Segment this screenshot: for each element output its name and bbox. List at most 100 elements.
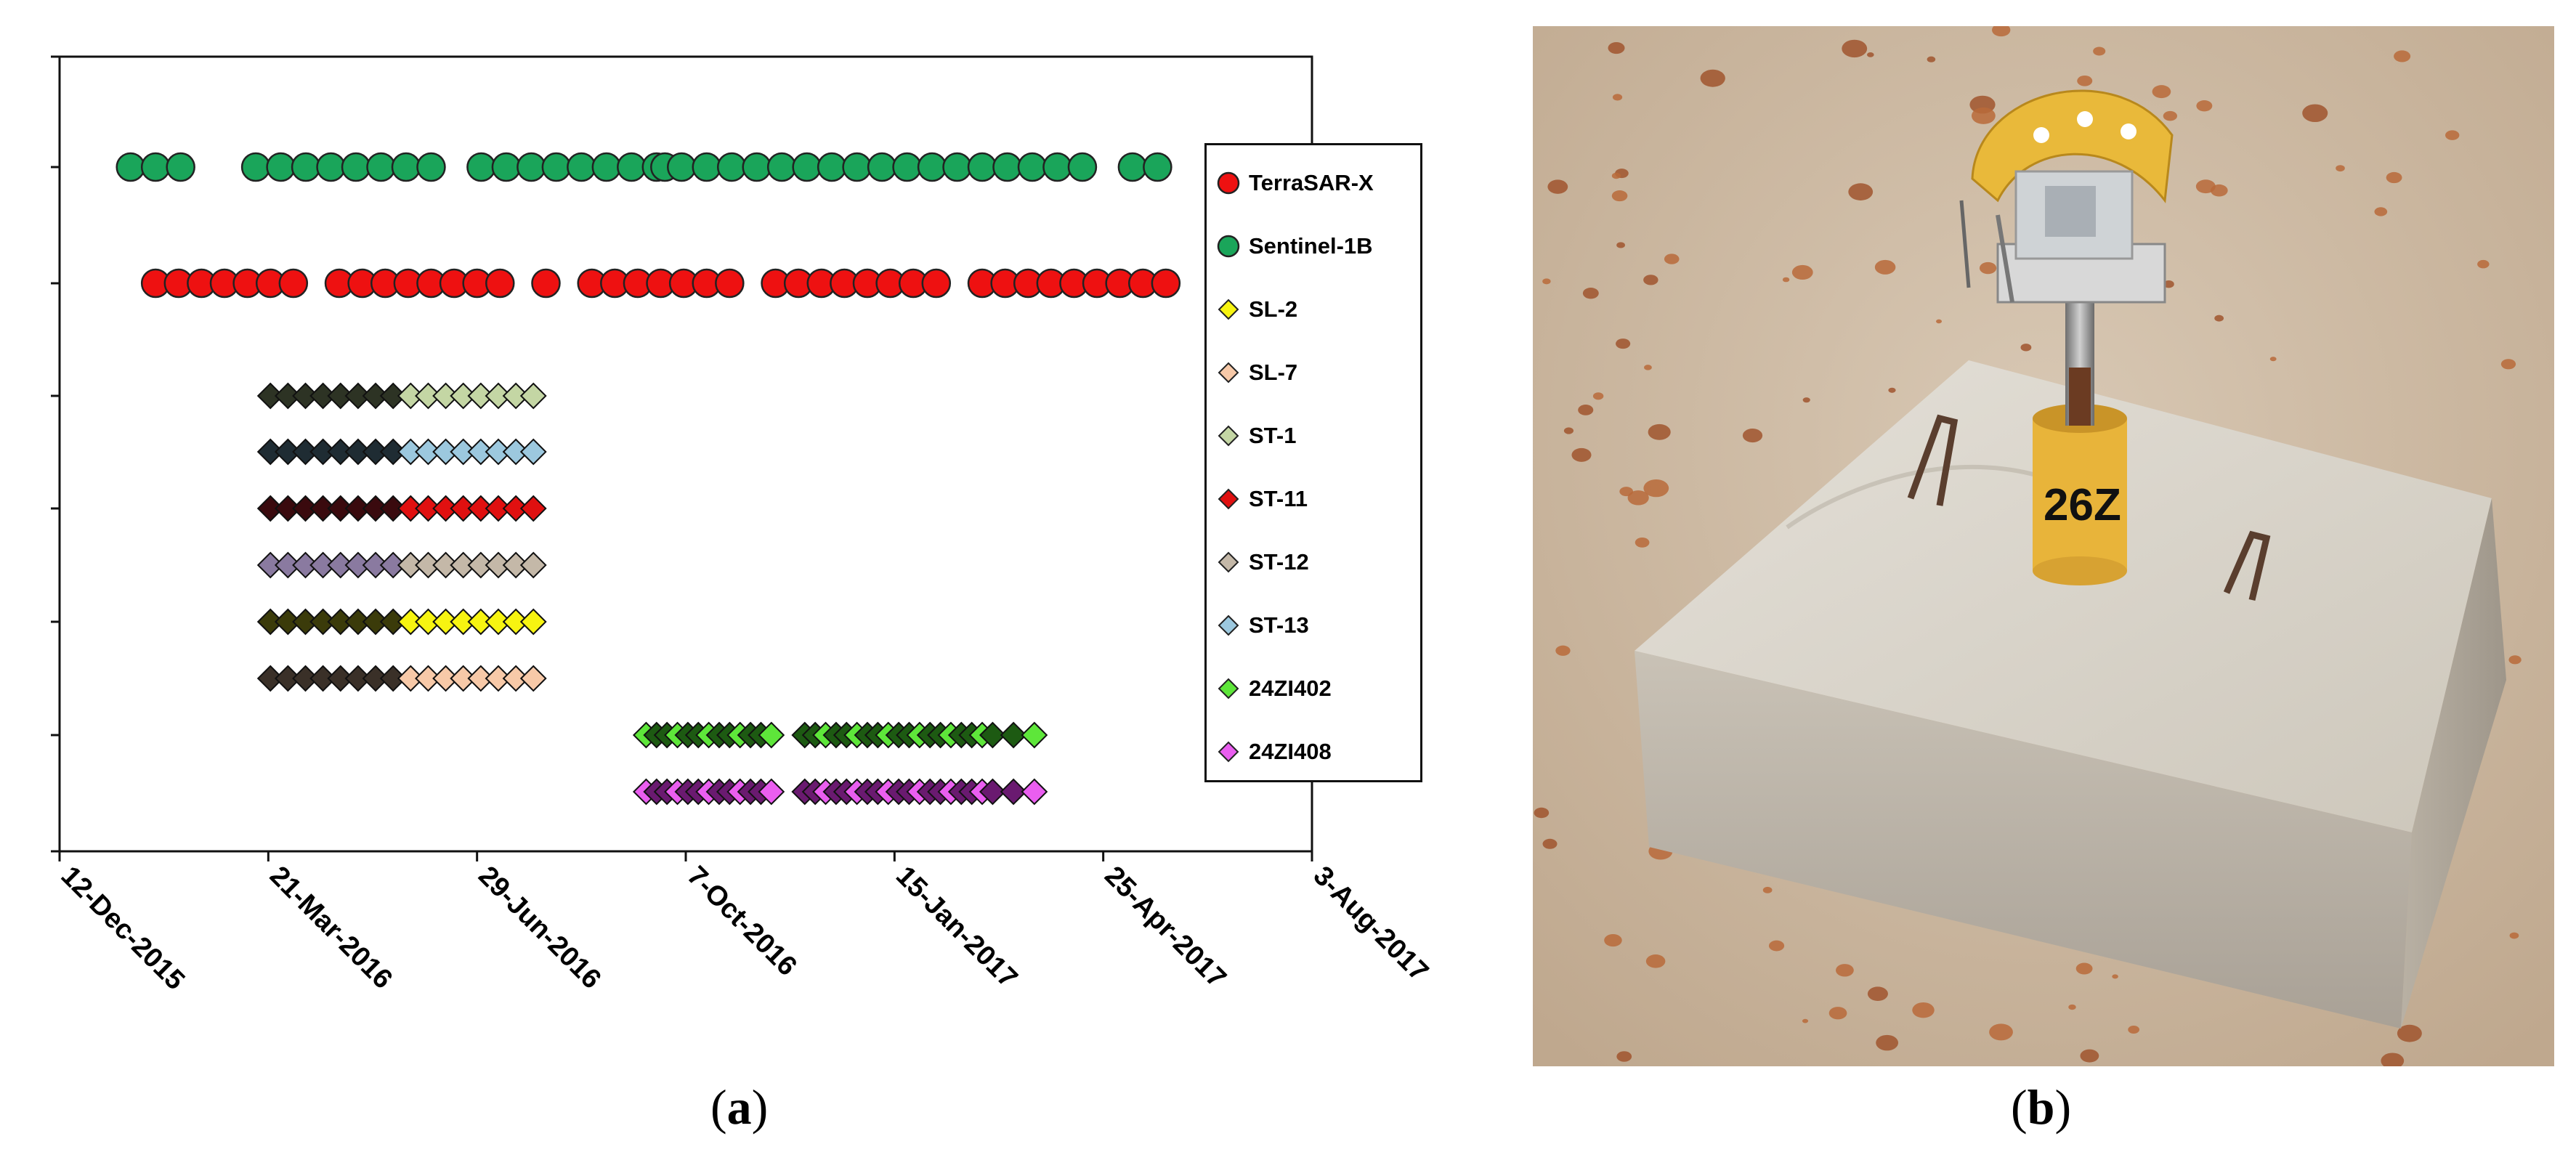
point-st-12 (362, 551, 389, 579)
point-st-13 (450, 438, 477, 466)
panel-a: 12-Dec-2015 21-Mar-2016 29-Jun-2016 7-Oct-2… (51, 55, 1434, 1135)
pebble (1547, 179, 1568, 194)
point-sentinel-1b (341, 152, 371, 182)
point-st-12 (415, 551, 442, 579)
point-st-13 (256, 438, 284, 466)
legend-label: ST-1 (1249, 423, 1297, 448)
point-st-1 (467, 382, 495, 410)
point-sl-7 (344, 665, 372, 692)
pebble (2336, 165, 2345, 172)
point-sentinel-1b (716, 152, 747, 182)
point-st-11 (502, 495, 530, 522)
series-terrasar-x (140, 268, 1181, 299)
legend-label: Sentinel-1B (1249, 233, 1373, 259)
legend-label: TerraSAR-X (1249, 170, 1374, 195)
point-st-11 (274, 495, 301, 522)
point-st-11 (256, 495, 284, 522)
point-st-11 (432, 495, 459, 522)
point-sl-2 (415, 608, 442, 636)
legend-swatch (1212, 420, 1244, 452)
point-st-12 (467, 551, 495, 579)
point-st-12 (327, 551, 355, 579)
legend-marker (1218, 299, 1239, 320)
point-sl-7 (309, 665, 337, 692)
pebble (1979, 261, 1997, 275)
pebble (2077, 75, 2093, 86)
point-sl-2 (397, 608, 424, 636)
point-sentinel-1b (992, 152, 1022, 182)
pebble (2445, 130, 2460, 140)
point-sentinel-1b (166, 152, 195, 182)
x-tick-label: 29-Jun-2016 (472, 861, 607, 995)
point-st-11 (362, 495, 389, 522)
point-sentinel-1b (366, 152, 396, 182)
pebble (1582, 288, 1599, 299)
point-sl-2 (327, 608, 355, 636)
legend-marker (1218, 741, 1239, 763)
pebble (1611, 190, 1628, 202)
pebble (1867, 986, 1888, 1001)
pebble (1936, 319, 1943, 324)
pebble (1802, 397, 1810, 403)
pebble (2128, 1026, 2140, 1034)
pebble (2381, 1053, 2405, 1066)
point-sl-2 (485, 608, 512, 636)
point-sentinel-1b (742, 152, 771, 182)
pebble (1563, 427, 1574, 434)
point-st-11 (450, 495, 477, 522)
series-st-13 (256, 438, 547, 466)
point-sl-7 (415, 665, 442, 692)
pebble (2214, 315, 2224, 322)
legend-label: SL-7 (1249, 360, 1298, 385)
pebble (1608, 42, 1625, 54)
reflector-shell (1971, 89, 2174, 203)
series-sl-2 (256, 608, 547, 636)
pebble (1866, 52, 1874, 57)
point-terrasar-x (921, 268, 952, 299)
pebble (1802, 1018, 1809, 1023)
legend-label: 24ZI408 (1249, 739, 1332, 764)
point-24zi408 (1021, 778, 1048, 806)
pebble (1612, 94, 1623, 101)
pebble (2068, 1004, 2076, 1010)
point-sl-2 (274, 608, 301, 636)
marker-cylinder (2033, 418, 2127, 571)
point-24zi408 (758, 778, 785, 806)
legend-marker (1217, 235, 1240, 258)
point-sentinel-1b (567, 152, 596, 182)
pebble (1876, 1034, 1899, 1051)
point-st-1 (397, 382, 424, 410)
point-sentinel-1b (917, 152, 947, 182)
pebble (1842, 39, 1868, 58)
pebble (1762, 886, 1773, 893)
point-24zi408 (979, 778, 1006, 806)
point-sentinel-1b (667, 152, 697, 182)
point-sentinel-1b (1067, 152, 1098, 182)
pebble (2477, 259, 2490, 269)
point-st-13 (397, 438, 424, 466)
point-st-1 (309, 382, 337, 410)
panel-b-letter: b (2027, 1079, 2055, 1135)
point-sentinel-1b (240, 152, 271, 182)
point-terrasar-x (715, 268, 745, 299)
legend-swatch (1212, 357, 1244, 389)
point-st-1 (327, 382, 355, 410)
point-sl-2 (309, 608, 337, 636)
pebble (1874, 259, 1896, 275)
point-st-13 (502, 438, 530, 466)
point-terrasar-x (1151, 268, 1181, 299)
point-24zi402 (758, 721, 785, 749)
legend-item: ST-13 (1207, 604, 1309, 647)
point-sentinel-1b (692, 152, 721, 182)
pebble (1971, 107, 1996, 124)
point-sentinel-1b (266, 152, 296, 182)
point-st-11 (485, 495, 512, 522)
point-st-1 (485, 382, 512, 410)
pebble (2508, 655, 2522, 665)
pebble (1742, 429, 1763, 443)
pebble (1571, 447, 1592, 462)
series-st-1 (256, 382, 547, 410)
point-st-12 (519, 551, 547, 579)
point-sentinel-1b (892, 152, 922, 182)
legend-item: TerraSAR-X (1207, 161, 1374, 205)
